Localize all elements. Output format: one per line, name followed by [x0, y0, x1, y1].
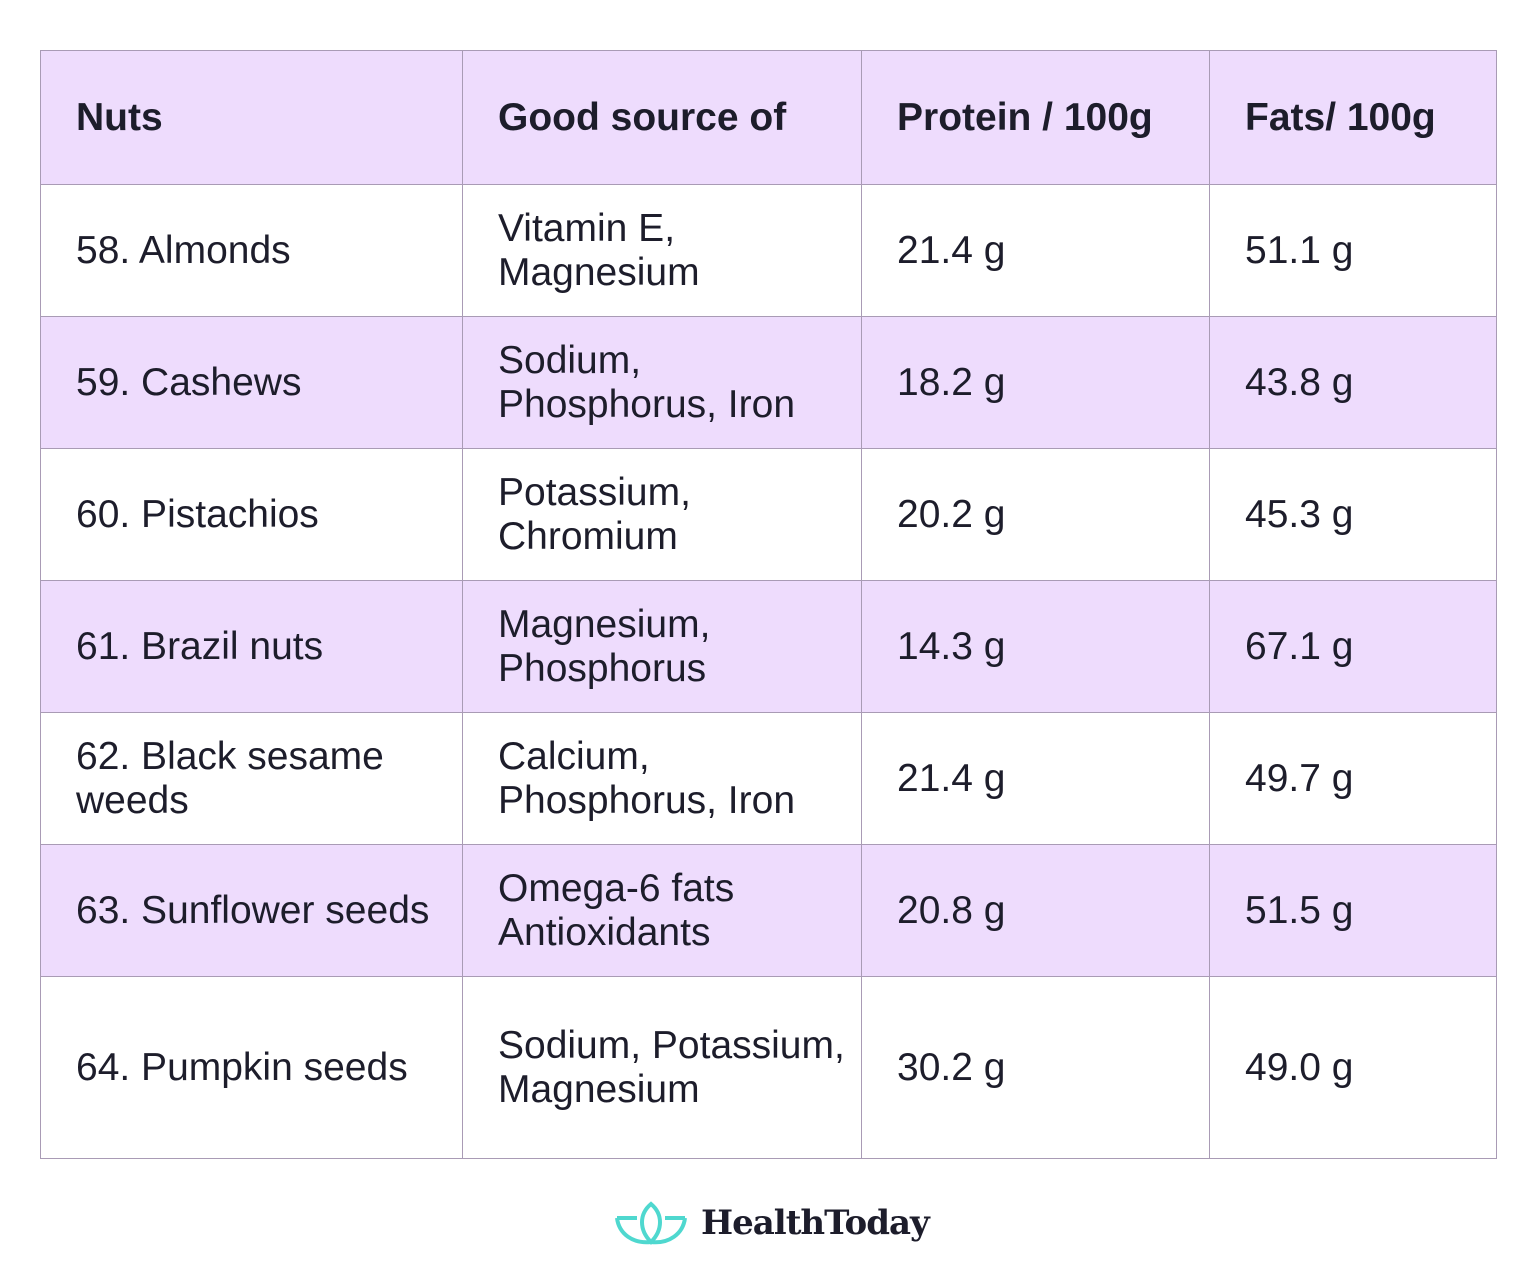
nut-name: 63. Sunflower seeds — [40, 844, 463, 977]
lotus-icon — [615, 1201, 687, 1245]
good-source: Calcium, Phosphorus, Iron — [462, 712, 862, 845]
table-row: 64. Pumpkin seeds Sodium, Potassium, Magn… — [40, 976, 1497, 1159]
protein-value: 14.3 g — [861, 580, 1210, 713]
fats-value: 43.8 g — [1209, 316, 1497, 449]
nut-name: 59. Cashews — [40, 316, 463, 449]
header-nuts: Nuts — [40, 50, 463, 185]
good-source: Vitamin E, Magnesium — [462, 184, 862, 317]
good-source: Sodium, Potassium, Magnesium — [462, 976, 862, 1159]
protein-value: 20.2 g — [861, 448, 1210, 581]
nut-name: 61. Brazil nuts — [40, 580, 463, 713]
protein-value: 30.2 g — [861, 976, 1210, 1159]
good-source: Magnesium, Phosphorus — [462, 580, 862, 713]
header-fats: Fats/ 100g — [1209, 50, 1497, 185]
good-source: Omega-6 fats Antioxidants — [462, 844, 862, 977]
table-row: 61. Brazil nuts Magnesium, Phosphorus 14.3… — [40, 580, 1497, 713]
nut-name: 64. Pumpkin seeds — [40, 976, 463, 1159]
nut-name: 60. Pistachios — [40, 448, 463, 581]
protein-value: 18.2 g — [861, 316, 1210, 449]
good-source: Potassium, Chromium — [462, 448, 862, 581]
fats-value: 49.7 g — [1209, 712, 1497, 845]
fats-value: 45.3 g — [1209, 448, 1497, 581]
table-row: 58. Almonds Vitamin E, Magnesium 21.4 g 51.… — [40, 184, 1497, 317]
protein-value: 20.8 g — [861, 844, 1210, 977]
fats-value: 51.5 g — [1209, 844, 1497, 977]
fats-value: 49.0 g — [1209, 976, 1497, 1159]
nut-name: 58. Almonds — [40, 184, 463, 317]
protein-value: 21.4 g — [861, 184, 1210, 317]
nuts-table: Nuts Good source of Protein / 100g Fats/… — [40, 50, 1497, 1159]
header-row: Nuts Good source of Protein / 100g Fats/… — [40, 50, 1497, 185]
header-protein: Protein / 100g — [861, 50, 1210, 185]
table-row: 62. Black sesame weeds Calcium, Phosphoru… — [40, 712, 1497, 845]
fats-value: 51.1 g — [1209, 184, 1497, 317]
good-source: Sodium, Phosphorus, Iron — [462, 316, 862, 449]
protein-value: 21.4 g — [861, 712, 1210, 845]
table-row: 59. Cashews Sodium, Phosphorus, Iron 18.2 … — [40, 316, 1497, 449]
logo-text: HealthToday — [701, 1203, 930, 1243]
header-source: Good source of — [462, 50, 862, 185]
healthtoday-logo: HealthToday — [615, 1200, 930, 1246]
fats-value: 67.1 g — [1209, 580, 1497, 713]
table-row: 63. Sunflower seeds Omega-6 fats Antioxid… — [40, 844, 1497, 977]
nut-name: 62. Black sesame weeds — [40, 712, 463, 845]
